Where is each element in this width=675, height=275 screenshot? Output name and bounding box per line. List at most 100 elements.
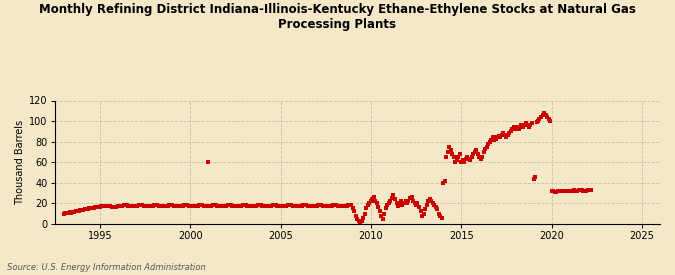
Point [456,160,466,164]
Point [337,204,348,208]
Point [69,210,80,214]
Point [365,199,376,204]
Point [540,113,551,117]
Point [209,203,219,208]
Point [539,111,549,115]
Point [290,204,301,208]
Point [500,133,510,138]
Point [117,203,128,208]
Point [403,199,414,204]
Point [343,203,354,208]
Point [423,199,433,204]
Point [560,189,570,193]
Point [232,204,242,208]
Point [61,210,72,215]
Point [311,203,322,208]
Point [519,123,530,127]
Point [58,211,69,216]
Point [570,189,581,193]
Point [576,188,587,192]
Point [569,188,580,192]
Point [418,211,429,216]
Point [248,204,259,208]
Point [313,203,323,208]
Point [213,204,224,208]
Point [510,127,521,131]
Point [171,204,182,208]
Point [501,135,512,140]
Point [254,203,265,208]
Point [66,210,77,215]
Point [278,204,289,208]
Point [302,203,313,208]
Point [158,204,169,208]
Point [547,189,558,193]
Point [113,204,124,208]
Point [293,204,304,208]
Point [152,203,163,208]
Point [159,204,170,208]
Point [191,204,202,208]
Point [551,190,562,194]
Point [481,145,492,149]
Point [257,203,268,208]
Point [265,204,275,208]
Point [537,113,548,117]
Point [195,203,206,208]
Point [269,203,280,208]
Point [361,206,372,211]
Point [408,199,418,204]
Point [546,189,557,193]
Point [168,203,179,208]
Point [299,203,310,208]
Point [383,201,394,205]
Point [454,152,465,156]
Point [512,125,522,130]
Point [219,204,230,208]
Point [205,204,215,208]
Point [346,203,357,208]
Point [370,199,381,204]
Point [74,209,84,213]
Point [584,188,595,192]
Point [433,211,444,216]
Point [406,195,417,199]
Point [534,117,545,121]
Point [564,189,575,193]
Point [260,204,271,208]
Point [227,203,238,208]
Point [239,203,250,208]
Point [421,203,432,208]
Point [340,204,350,208]
Point [186,204,197,208]
Point [420,207,431,212]
Point [101,203,111,208]
Point [453,155,464,159]
Point [176,204,186,208]
Point [581,189,592,193]
Point [430,205,441,210]
Point [148,203,159,208]
Point [93,205,104,209]
Point [367,197,378,201]
Point [81,207,92,211]
Point [182,203,192,208]
Point [491,136,502,141]
Point [450,160,460,164]
Point [206,203,217,208]
Point [233,204,244,208]
Point [294,204,305,208]
Point [554,189,564,193]
Point [552,189,563,193]
Point [507,127,518,131]
Point [80,207,90,212]
Point [483,141,493,146]
Point [508,125,519,130]
Point [447,152,458,156]
Point [563,189,574,193]
Point [452,158,462,162]
Point [194,203,205,208]
Point [416,213,427,218]
Point [393,204,404,208]
Point [174,204,185,208]
